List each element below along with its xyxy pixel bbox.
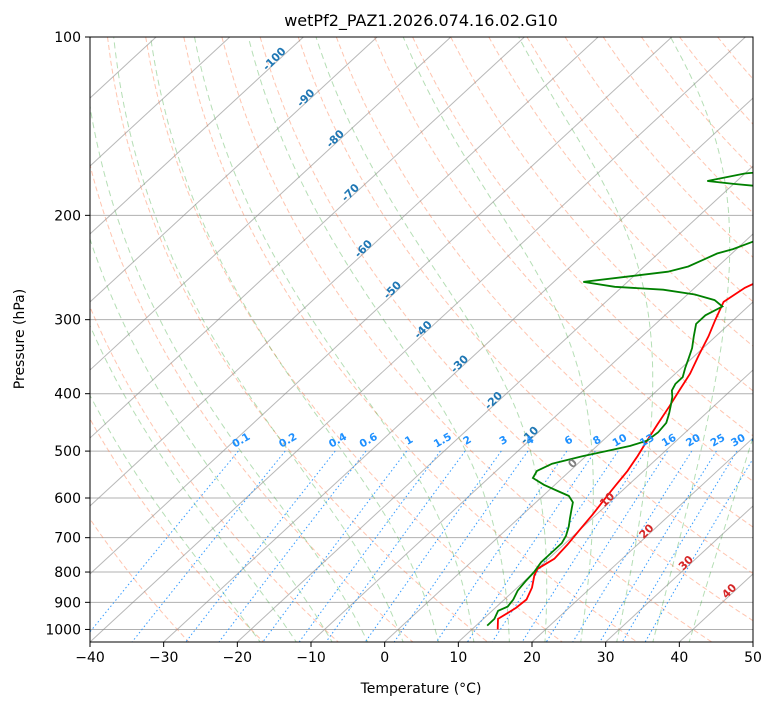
y-axis-label: Pressure (hPa) (12, 289, 28, 389)
y-tick-label: 800 (54, 565, 81, 581)
y-tick-label: 400 (54, 387, 81, 403)
x-tick-label: 0 (380, 650, 389, 666)
x-tick-label: −40 (75, 650, 105, 666)
y-tick-label: 500 (54, 444, 81, 460)
chart-title: wetPf2_PAZ1.2026.074.16.02.G10 (284, 11, 558, 31)
x-tick-label: 50 (744, 650, 762, 666)
x-tick-label: 40 (670, 650, 688, 666)
y-tick-label: 1000 (45, 622, 81, 638)
y-tick-label: 900 (54, 595, 81, 611)
x-tick-label: −20 (223, 650, 253, 666)
y-tick-label: 600 (54, 491, 81, 507)
y-tick-label: 700 (54, 531, 81, 547)
x-tick-label: 20 (523, 650, 541, 666)
y-tick-label: 100 (54, 30, 81, 46)
x-axis-label: Temperature (°C) (360, 681, 482, 697)
x-tick-label: −10 (296, 650, 326, 666)
y-tick-label: 200 (54, 208, 81, 224)
x-tick-label: 30 (597, 650, 615, 666)
x-tick-label: 10 (449, 650, 467, 666)
y-tick-label: 300 (54, 313, 81, 329)
x-tick-label: −30 (149, 650, 179, 666)
